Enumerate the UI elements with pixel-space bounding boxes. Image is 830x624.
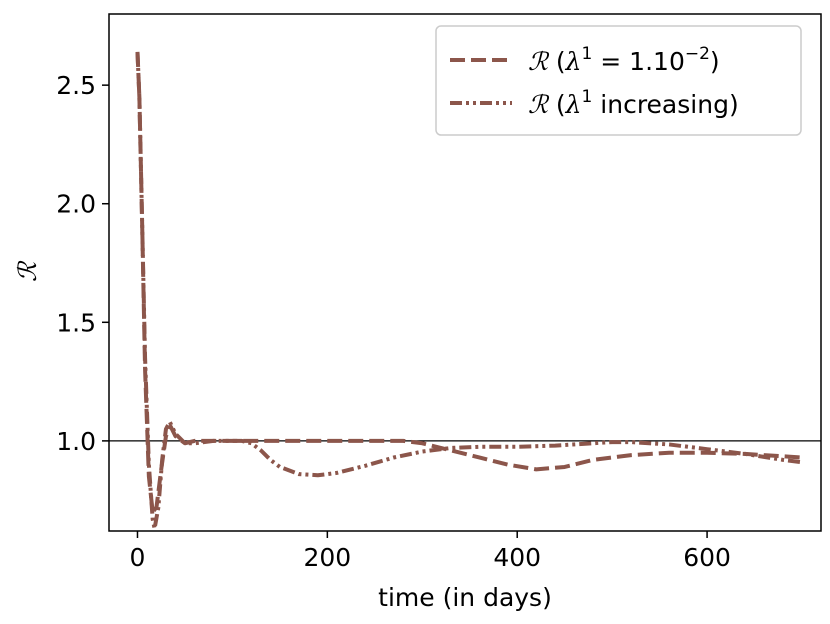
y-tick-label: 2.5 <box>56 71 96 100</box>
y-tick-label: 1.5 <box>56 308 96 337</box>
x-axis: 0 200 400 600 <box>130 531 731 572</box>
y-axis: 1.0 1.5 2.0 2.5 <box>56 71 109 456</box>
y-tick-label: 2.0 <box>56 190 96 219</box>
x-tick-label: 200 <box>303 543 351 572</box>
series-line-2 <box>135 51 803 531</box>
y-tick-label: 1.0 <box>56 427 96 456</box>
legend-label-series-2: ℛ (λ1 increasing) <box>528 87 739 119</box>
series-line-1 <box>135 51 803 515</box>
x-tick-label: 600 <box>683 543 731 572</box>
y-axis-label: ℛ <box>13 260 42 282</box>
plot-frame <box>108 13 822 532</box>
legend-box <box>435 25 802 136</box>
x-tick-label: 0 <box>130 543 146 572</box>
x-axis-label: time (in days) <box>378 583 552 612</box>
legend: ℛ (λ1 = 1.10−2) ℛ (λ1 increasing) <box>435 25 802 136</box>
series-layer <box>135 51 803 531</box>
legend-label-series-1: ℛ (λ1 = 1.10−2) <box>528 44 720 76</box>
x-tick-label: 400 <box>493 543 541 572</box>
